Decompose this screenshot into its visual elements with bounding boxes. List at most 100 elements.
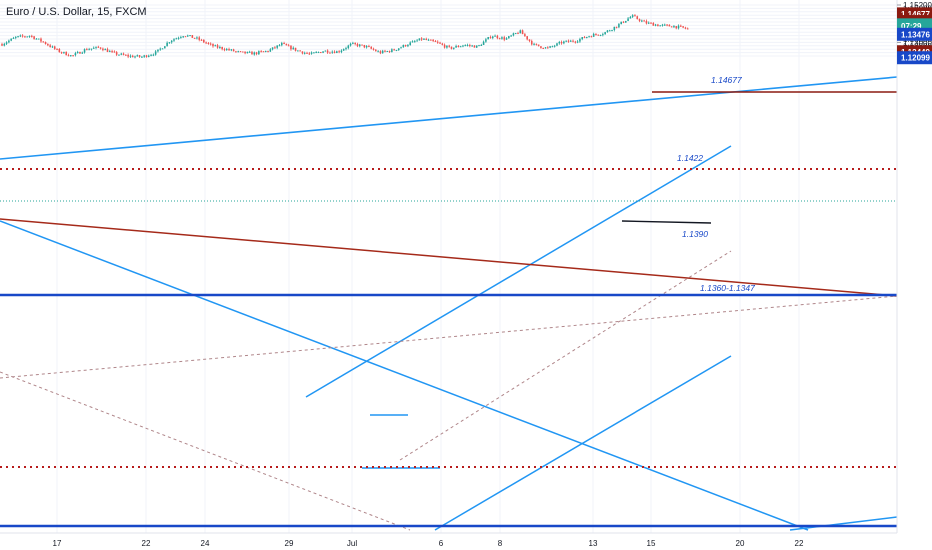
candle-body [599, 35, 602, 37]
candle-body [349, 43, 352, 46]
candle-body [164, 46, 166, 49]
candle-body [214, 45, 217, 47]
candle-body [356, 44, 359, 47]
candle-body [505, 38, 508, 40]
candle-body [285, 43, 288, 46]
candle-body [622, 21, 625, 23]
candle-body [606, 30, 609, 33]
candle-body [400, 47, 402, 49]
rising-trendline-from-jul [305, 145, 732, 398]
candle-body [319, 52, 322, 54]
candle-body [14, 36, 17, 38]
candle-body [629, 16, 632, 19]
candle-body [51, 46, 54, 48]
candle-body [586, 36, 588, 38]
candle-body [1, 44, 3, 46]
candle-body [17, 36, 19, 38]
candle-body [235, 51, 237, 53]
candle-body [666, 24, 668, 26]
candle-body [338, 51, 340, 53]
candle-body [347, 45, 350, 49]
candle-body [42, 41, 45, 43]
candle-body [636, 16, 639, 20]
candle-body [326, 50, 329, 53]
candle-body [517, 33, 519, 35]
candle-body [5, 42, 8, 44]
candle-body [459, 46, 462, 48]
y-tick-label: 1.15200 [903, 1, 932, 10]
dashed-trend-3 [399, 250, 732, 461]
candle-body [579, 39, 581, 42]
candle-body [120, 53, 123, 55]
candle-body [8, 40, 10, 43]
candle-body [370, 46, 373, 49]
candle-body [576, 41, 579, 43]
candle-body [521, 30, 524, 35]
candle-body [654, 24, 657, 26]
candle-body [613, 26, 616, 31]
price-badge [897, 51, 932, 65]
candle-body [372, 48, 375, 50]
candle-body [67, 55, 70, 57]
support-1.1390-line [621, 220, 712, 224]
candle-body [381, 50, 384, 54]
candle-body [677, 25, 680, 29]
candle-body [684, 27, 687, 29]
candle-body [583, 37, 586, 39]
candle-body [572, 40, 574, 42]
candle-body [44, 42, 47, 45]
candle-body [83, 49, 86, 53]
x-tick-label: 22 [142, 539, 151, 548]
candle-body [216, 45, 219, 48]
candle-body [290, 45, 292, 50]
candle-body [501, 37, 503, 39]
candle-body [466, 45, 469, 47]
candle-body [487, 37, 489, 40]
candle-body [597, 34, 600, 36]
candle-body [104, 49, 106, 51]
candle-body [299, 50, 301, 52]
candle-body [308, 53, 311, 55]
candle-body [244, 51, 246, 54]
candle-body [663, 24, 666, 26]
candle-body [427, 39, 430, 41]
candle-body [198, 37, 201, 40]
candle-body [184, 36, 187, 38]
candle-body [269, 49, 272, 52]
dashed-trend-2 [0, 371, 411, 531]
candle-body [297, 50, 299, 52]
candle-body [503, 37, 506, 40]
candle-body [439, 42, 441, 44]
lower-rising-trendline [434, 355, 732, 531]
candle-body [496, 35, 499, 39]
candle-body [375, 49, 377, 52]
candle-body [563, 41, 565, 44]
candle-body [253, 52, 256, 55]
candle-body [384, 50, 386, 52]
x-tick-label: 13 [589, 539, 598, 548]
bottom-right-trendline [789, 516, 898, 531]
candle-body [310, 52, 313, 54]
candle-body [97, 46, 100, 48]
candle-body [88, 49, 90, 51]
candle-body [53, 46, 56, 49]
candle-body [645, 20, 648, 24]
candle-body [170, 40, 173, 43]
candle-body [340, 50, 343, 53]
candle-body [475, 45, 478, 48]
candle-body [56, 48, 58, 50]
candle-body [255, 52, 258, 55]
upper-channel-trendline [0, 76, 898, 160]
candle-body [248, 51, 251, 53]
candle-body [512, 33, 515, 36]
time-axis-background [0, 533, 897, 550]
candle-body [631, 15, 634, 17]
candle-body [205, 42, 207, 44]
x-tick-label: 6 [439, 539, 444, 548]
price-badge-label: 07:29 [901, 22, 922, 31]
candle-body [670, 26, 673, 28]
candle-body [246, 51, 249, 54]
candlestick-series [1, 14, 689, 59]
candle-body [668, 24, 671, 27]
candle-body [232, 49, 235, 52]
